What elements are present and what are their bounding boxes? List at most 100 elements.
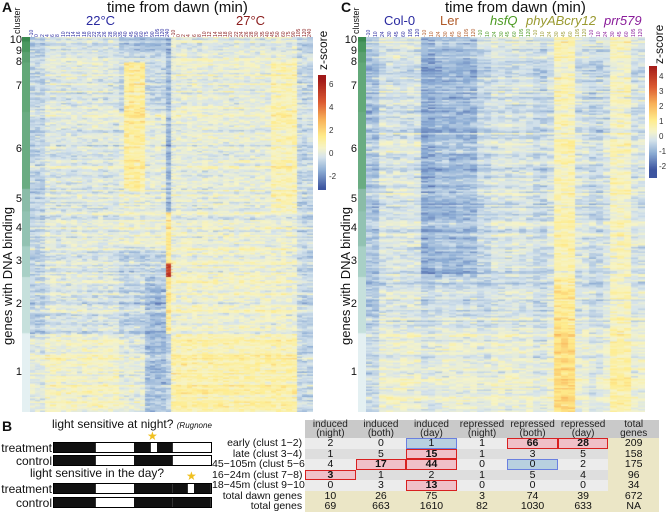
table-cell: 1030 xyxy=(507,501,558,512)
table-cell: 2 xyxy=(406,469,457,480)
table-cell: 3 xyxy=(456,490,508,501)
condition-27c: 27°C xyxy=(236,13,266,28)
light-sensitivity-table: induced (night) induced (both) induced (da… xyxy=(212,420,659,512)
condition-label: Ler xyxy=(440,13,459,28)
table-cell: 0 xyxy=(507,459,558,470)
cluster-number: 6 xyxy=(350,143,357,156)
cluster-color-bar-a xyxy=(22,37,30,412)
cluster-number: 4 xyxy=(15,221,22,234)
column-header: induced (day) xyxy=(406,420,457,439)
table-cell: 1 xyxy=(406,438,457,449)
control-label: control xyxy=(15,496,52,510)
colorbar-tick: 4 xyxy=(329,102,334,112)
colorbar-tick: -2 xyxy=(329,171,337,181)
row-label: 45−105m (clust 5−6) xyxy=(212,459,306,470)
table-cell: 1610 xyxy=(406,501,457,512)
table-row: total dawn genes 10 26 75 3 74 39 672 xyxy=(212,490,659,501)
table-cell: 5 xyxy=(355,448,407,459)
colorbar-tick: 0 xyxy=(659,131,664,141)
cluster-number: 6 xyxy=(15,143,22,156)
table-cell: 44 xyxy=(406,459,457,470)
colorbar-tick: 2 xyxy=(329,125,334,135)
cluster-axis-label: cluster xyxy=(351,7,361,34)
column-header: induced (both) xyxy=(355,420,407,439)
cluster-number: 1 xyxy=(15,365,22,378)
heatmap-a xyxy=(30,37,313,412)
table-cell: 1 xyxy=(456,438,508,449)
night-question-text: light sensitive at night? xyxy=(52,417,174,431)
colorbar-tick: 0 xyxy=(329,148,334,158)
table-cell: 13 xyxy=(406,480,457,491)
table-cell: 66 xyxy=(507,438,558,449)
table-cell: 1 xyxy=(456,469,508,480)
table-cell: 3 xyxy=(507,448,558,459)
x-tick-label: -10 xyxy=(589,29,596,37)
x-tick-label: -10 xyxy=(477,29,484,37)
table-cell: 633 xyxy=(557,501,609,512)
x-tick-label: 120 xyxy=(638,28,644,37)
condition-label: prr579 xyxy=(604,13,642,28)
table-cell: 17 xyxy=(355,459,407,470)
table-cell: 4 xyxy=(305,459,356,470)
star-icon: ★ xyxy=(186,469,197,483)
colorbar-c xyxy=(649,66,657,178)
table-cell: 672 xyxy=(608,490,659,501)
table-cell: 663 xyxy=(355,501,407,512)
table-cell: 5 xyxy=(507,469,558,480)
colorbar-a xyxy=(318,75,326,190)
cluster-number: 9 xyxy=(15,45,22,57)
treatment-label: treatment xyxy=(1,441,52,455)
x-tick-label: 105 xyxy=(631,28,638,37)
cluster-axis-label: cluster xyxy=(12,7,22,34)
row-label: 18−45m (clust 9−10) xyxy=(212,480,306,491)
colorbar-label-c: z-score xyxy=(652,24,666,64)
cluster-number: 3 xyxy=(15,254,22,267)
table-cell: 2 xyxy=(557,459,609,470)
column-header: repressed (both) xyxy=(507,420,558,439)
condition-22c: 22°C xyxy=(86,13,116,28)
colorbar-tick: -2 xyxy=(659,161,667,171)
row-label: total dawn genes xyxy=(212,490,306,501)
cluster-number: 4 xyxy=(350,221,357,234)
table-cell: 75 xyxy=(406,490,457,501)
cluster-number: 5 xyxy=(15,193,22,206)
panel-b-label: B xyxy=(2,418,13,434)
column-header: repressed (night) xyxy=(456,420,508,439)
star-icon: ★ xyxy=(147,429,158,443)
table-cell: NA xyxy=(608,501,659,512)
table-cell: 0 xyxy=(507,480,558,491)
x-tick-label: 120 xyxy=(526,28,533,37)
table-cell: 69 xyxy=(305,501,356,512)
table-cell: 28 xyxy=(557,438,609,449)
colorbar-label-a: z-score xyxy=(316,30,330,70)
table-row: 18−45m (clust 9−10) 0 3 13 0 0 0 34 xyxy=(212,480,659,491)
table-row: total genes 69 663 1610 82 1030 633 NA xyxy=(212,501,659,512)
panel-c-title: time from dawn (min) xyxy=(445,0,586,16)
table-cell: 34 xyxy=(608,480,659,491)
x-tick-label: 105 xyxy=(519,28,526,37)
table-cell: 0 xyxy=(305,480,356,491)
x-tick-label: 105 xyxy=(407,28,414,37)
x-tick-label: -10 xyxy=(533,29,540,37)
cluster-number: 7 xyxy=(350,80,357,93)
table-cell: 2 xyxy=(305,438,356,449)
table-cell: 39 xyxy=(557,490,609,501)
row-label: 16−24m (clust 7−8) xyxy=(212,469,306,480)
day-control-light-bar xyxy=(53,497,212,508)
colorbar-tick: 3 xyxy=(659,86,664,96)
cluster-number: 10 xyxy=(9,34,22,46)
cluster-number: 10 xyxy=(344,34,357,46)
night-treatment-light-bar xyxy=(53,442,212,453)
cluster-number: 8 xyxy=(350,56,357,68)
table-cell: 1 xyxy=(456,448,508,459)
table-cell: 3 xyxy=(355,480,407,491)
condition-label: Col-0 xyxy=(384,13,416,28)
table-cell: 1 xyxy=(355,469,407,480)
x-tick-label: 240 xyxy=(306,28,313,37)
table-cell: 4 xyxy=(557,469,609,480)
table-cell: 5 xyxy=(557,448,609,459)
cluster-number: 2 xyxy=(350,298,357,311)
cluster-number: 1 xyxy=(350,365,357,378)
day-treatment-light-bar xyxy=(53,483,212,494)
table-cell: 0 xyxy=(456,480,508,491)
